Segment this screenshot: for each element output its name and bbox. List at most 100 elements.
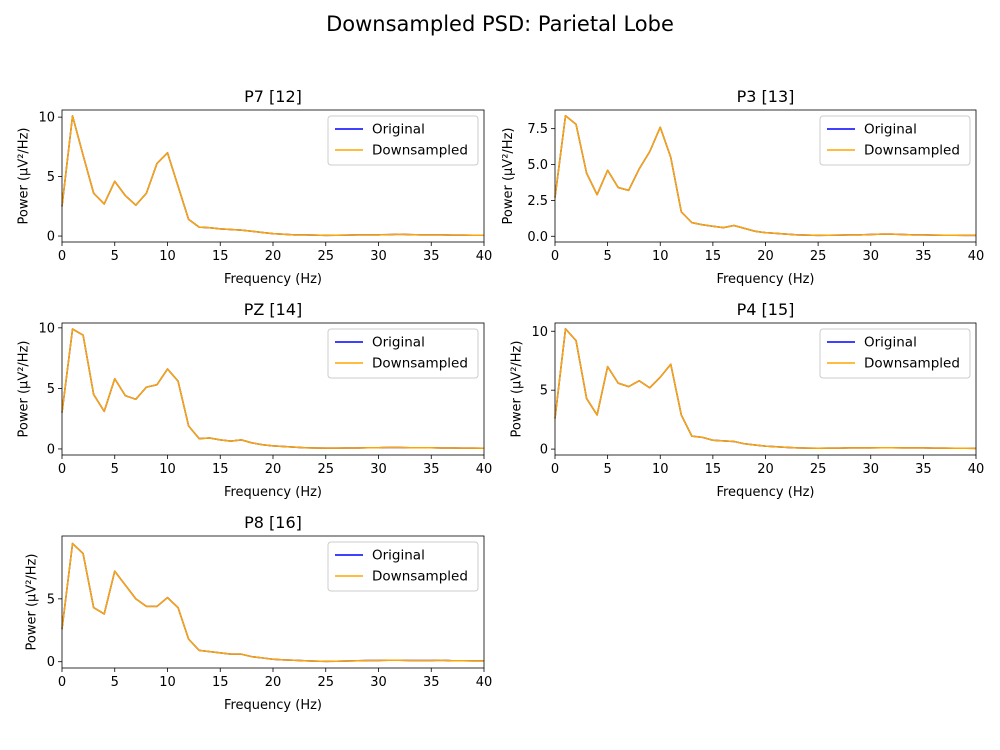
x-tick-label: 40 bbox=[476, 249, 493, 264]
x-tick-label: 20 bbox=[757, 249, 774, 264]
legend-label-downsampled: Downsampled bbox=[864, 143, 960, 159]
x-tick-label: 5 bbox=[111, 462, 119, 477]
y-tick-label: 0.0 bbox=[527, 230, 548, 245]
x-tick-label: 15 bbox=[212, 462, 229, 477]
subplot-panel-4: P8 [16] 0 5 10 15 20 25 30 35 40 0 5 Frequency (Hz) P… bbox=[25, 513, 493, 713]
legend-label-original: Original bbox=[372, 548, 425, 564]
legend-box bbox=[327, 328, 479, 379]
y-tick-label: 2.5 bbox=[527, 194, 548, 209]
x-tick-label: 5 bbox=[111, 675, 119, 690]
x-tick-label: 30 bbox=[370, 462, 387, 477]
y-tick-label: 7.5 bbox=[527, 122, 548, 137]
x-tick-label: 35 bbox=[915, 462, 932, 477]
subplot-title: P3 [13] bbox=[737, 87, 795, 106]
x-tick-label: 15 bbox=[705, 462, 722, 477]
y-tick-label: 0 bbox=[47, 230, 55, 245]
y-axis-label: Power (µV²/Hz) bbox=[25, 554, 40, 651]
y-tick-label: 10 bbox=[38, 111, 55, 126]
series-line-downsampled bbox=[61, 328, 485, 449]
x-tick-label: 10 bbox=[159, 249, 176, 264]
x-tick-label: 30 bbox=[370, 249, 387, 264]
y-tick-label: 5 bbox=[540, 384, 548, 399]
y-tick-label: 5 bbox=[47, 382, 55, 397]
x-tick-label: 15 bbox=[705, 249, 722, 264]
x-tick-label: 5 bbox=[111, 249, 119, 264]
y-tick-label: 0 bbox=[47, 655, 55, 670]
x-tick-label: 20 bbox=[265, 675, 282, 690]
x-tick-label: 30 bbox=[862, 462, 879, 477]
x-tick-label: 10 bbox=[159, 462, 176, 477]
x-tick-label: 10 bbox=[159, 675, 176, 690]
x-tick-label: 40 bbox=[476, 675, 493, 690]
legend: Original Downsampled bbox=[327, 115, 479, 166]
legend-label-original: Original bbox=[864, 122, 917, 138]
figure-suptitle: Downsampled PSD: Parietal Lobe bbox=[326, 12, 674, 36]
x-tick-label: 35 bbox=[423, 249, 440, 264]
y-tick-label: 0 bbox=[47, 442, 55, 457]
x-tick-label: 35 bbox=[423, 675, 440, 690]
subplot-panel-1: P3 [13] 0 5 10 15 20 25 30 35 40 0.0 2.5 5.0 7.5 Frequ… bbox=[501, 87, 984, 287]
subplot-panel-0: P7 [12] 0 5 10 15 20 25 30 35 40 0 5 10 Frequency (Hz… bbox=[16, 87, 492, 287]
y-axis-label: Power (µV²/Hz) bbox=[16, 128, 31, 225]
legend-box bbox=[819, 328, 971, 379]
x-axis-label: Frequency (Hz) bbox=[224, 485, 322, 500]
x-tick-label: 25 bbox=[810, 462, 827, 477]
x-tick-label: 40 bbox=[968, 249, 985, 264]
x-axis-label: Frequency (Hz) bbox=[716, 485, 814, 500]
legend-box bbox=[327, 541, 479, 592]
x-tick-label: 40 bbox=[476, 462, 493, 477]
x-tick-label: 25 bbox=[317, 675, 334, 690]
legend: Original Downsampled bbox=[819, 328, 971, 379]
y-axis-label: Power (µV²/Hz) bbox=[509, 341, 524, 438]
x-tick-label: 35 bbox=[915, 249, 932, 264]
series-line-downsampled bbox=[554, 114, 976, 237]
x-tick-label: 0 bbox=[58, 249, 66, 264]
legend-label-original: Original bbox=[372, 335, 425, 351]
y-tick-label: 0 bbox=[540, 443, 548, 458]
legend: Original Downsampled bbox=[327, 541, 479, 592]
x-tick-label: 25 bbox=[317, 249, 334, 264]
legend-label-downsampled: Downsampled bbox=[372, 143, 468, 159]
legend: Original Downsampled bbox=[819, 115, 971, 166]
subplot-title: P7 [12] bbox=[244, 87, 302, 106]
x-tick-label: 20 bbox=[265, 249, 282, 264]
y-tick-label: 10 bbox=[38, 321, 55, 336]
legend-box bbox=[819, 115, 971, 166]
subplot-panel-3: P4 [15] 0 5 10 15 20 25 30 35 40 0 5 10 Frequency (Hz… bbox=[509, 300, 984, 500]
x-tick-label: 40 bbox=[968, 462, 985, 477]
y-axis-label: Power (µV²/Hz) bbox=[501, 128, 516, 225]
x-tick-label: 20 bbox=[265, 462, 282, 477]
x-tick-label: 15 bbox=[212, 249, 229, 264]
series-line-downsampled bbox=[61, 115, 484, 237]
legend-box bbox=[327, 115, 479, 166]
subplot-title: P8 [16] bbox=[244, 513, 302, 532]
subplot-title: PZ [14] bbox=[244, 300, 303, 319]
x-tick-label: 10 bbox=[652, 249, 669, 264]
x-axis-label: Frequency (Hz) bbox=[716, 272, 814, 287]
x-tick-label: 0 bbox=[58, 462, 66, 477]
y-tick-label: 10 bbox=[531, 325, 548, 340]
legend-label-original: Original bbox=[864, 335, 917, 351]
x-tick-label: 25 bbox=[810, 249, 827, 264]
subplot-panel-2: PZ [14] 0 5 10 15 20 25 30 35 40 0 5 10 Frequency (Hz… bbox=[16, 300, 492, 500]
y-tick-label: 5 bbox=[47, 170, 55, 185]
x-tick-label: 0 bbox=[551, 249, 559, 264]
subplot-grid: P7 [12] 0 5 10 15 20 25 30 35 40 0 5 10 Frequency (Hz… bbox=[16, 87, 984, 713]
legend-label-downsampled: Downsampled bbox=[372, 356, 468, 372]
x-tick-label: 10 bbox=[652, 462, 669, 477]
x-tick-label: 5 bbox=[603, 249, 611, 264]
x-tick-label: 35 bbox=[423, 462, 440, 477]
x-tick-label: 20 bbox=[757, 462, 774, 477]
legend-label-downsampled: Downsampled bbox=[864, 356, 960, 372]
x-axis-label: Frequency (Hz) bbox=[224, 698, 322, 713]
y-tick-label: 5 bbox=[47, 592, 55, 607]
x-tick-label: 30 bbox=[370, 675, 387, 690]
y-tick-label: 5.0 bbox=[527, 158, 548, 173]
x-tick-label: 25 bbox=[317, 462, 334, 477]
x-tick-label: 30 bbox=[862, 249, 879, 264]
legend: Original Downsampled bbox=[327, 328, 479, 379]
legend-label-downsampled: Downsampled bbox=[372, 569, 468, 585]
x-tick-label: 0 bbox=[551, 462, 559, 477]
series-line-downsampled bbox=[554, 328, 977, 450]
